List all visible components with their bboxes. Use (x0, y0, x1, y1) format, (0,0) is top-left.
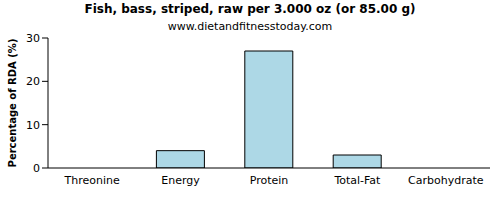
svg-text:Protein: Protein (250, 174, 289, 187)
html-text:Fish, bass, striped, raw per 3: Fish, bass, striped, raw per 3.000 oz (o… (84, 2, 416, 16)
svg-text:Carbohydrate: Carbohydrate (408, 174, 484, 187)
svg-text:30: 30 (26, 32, 40, 45)
svg-text:20: 20 (26, 75, 40, 88)
svg-text:0: 0 (33, 162, 40, 175)
svg-text:Total-Fat: Total-Fat (333, 174, 381, 187)
svg-text:Threonine: Threonine (64, 174, 120, 187)
html-text:www.dietandfitnesstoday.com: www.dietandfitnesstoday.com (167, 20, 333, 33)
svg-text:Energy: Energy (161, 174, 200, 187)
svg-text:10: 10 (26, 119, 40, 132)
svg-text:Percentage of RDA (%): Percentage of RDA (%) (8, 39, 18, 168)
